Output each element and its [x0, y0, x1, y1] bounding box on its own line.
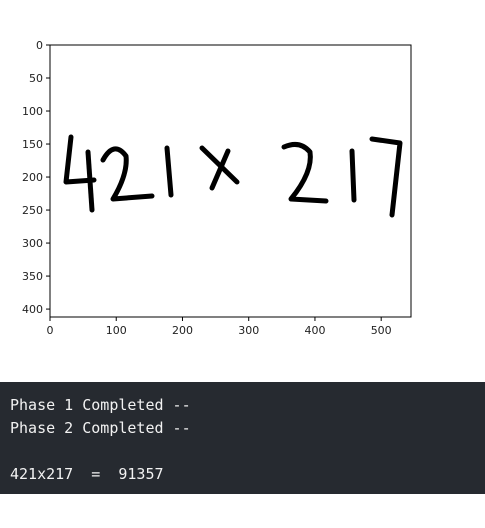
x-tick-label: 300	[238, 324, 259, 337]
x-tick-label: 0	[47, 324, 54, 337]
handwritten-expression	[63, 134, 403, 218]
x-stroke-b	[209, 148, 231, 191]
terminal-line: Phase 2 Completed --	[10, 419, 191, 437]
y-tick-label: 150	[22, 138, 43, 151]
terminal-result-line: 421x217 = 91357	[10, 465, 164, 483]
y-tick-label: 0	[36, 39, 43, 52]
y-tick-label: 350	[22, 270, 43, 283]
y-axis: 0 50 100 150 200 250 300 350 400	[22, 39, 50, 316]
x-tick-label: 400	[304, 324, 325, 337]
y-tick-label: 100	[22, 105, 43, 118]
digit-7-stroke	[369, 136, 403, 218]
digit-1b-stroke	[349, 148, 357, 203]
y-tick-label: 400	[22, 303, 43, 316]
y-tick-label: 300	[22, 237, 43, 250]
y-tick-label: 200	[22, 171, 43, 184]
digit-1-stroke	[164, 145, 174, 198]
x-tick-label: 500	[371, 324, 392, 337]
terminal-line	[10, 440, 475, 463]
digit-4-stroke-a	[63, 134, 97, 185]
terminal-output: Phase 1 Completed -- Phase 2 Completed -…	[0, 382, 485, 494]
digit-2-stroke	[100, 146, 155, 202]
terminal-line: Phase 1 Completed --	[10, 396, 191, 414]
plot-frame	[49, 44, 412, 318]
digit-4-stroke-b	[85, 149, 95, 213]
y-tick-label: 50	[29, 72, 43, 85]
x-tick-label: 100	[106, 324, 127, 337]
digit-2b-stroke	[281, 141, 329, 204]
x-axis: 0 100 200 300 400 500	[47, 317, 392, 337]
image-plot: 0 50 100 150 200 250 300 350 400 0 100 200 300 400 50…	[22, 39, 412, 337]
x-tick-label: 200	[172, 324, 193, 337]
plot-canvas: 0 50 100 150 200 250 300 350 400 0 100 200 300 400 50…	[22, 39, 412, 337]
y-tick-label: 250	[22, 204, 43, 217]
